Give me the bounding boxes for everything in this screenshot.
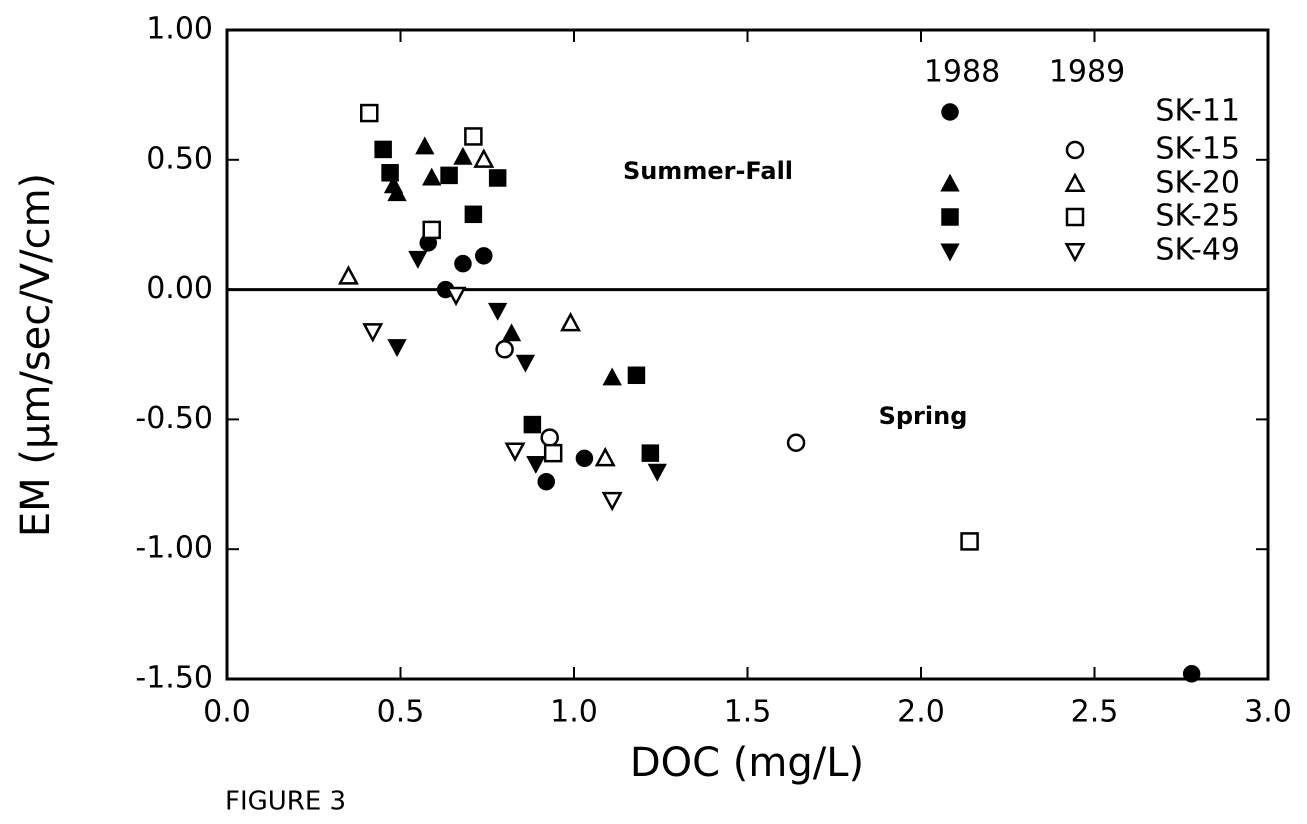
legend-marker	[941, 103, 959, 121]
annotation: Spring	[879, 402, 968, 430]
marker	[374, 140, 392, 159]
marker	[647, 463, 667, 482]
marker	[543, 443, 563, 463]
marker	[960, 532, 979, 551]
marker	[488, 169, 507, 187]
marker	[560, 311, 582, 332]
y-tick-label: 0.00	[146, 271, 213, 306]
y-axis-title: EM (μm/sec/V/cm)	[13, 173, 59, 537]
marker	[464, 205, 483, 224]
marker	[408, 250, 428, 269]
marker	[488, 302, 508, 321]
x-tick-label: 3.0	[1244, 695, 1292, 730]
marker	[473, 148, 495, 168]
x-tick-label: 2.0	[897, 695, 945, 730]
marker	[641, 444, 660, 462]
x-tick-label: 2.5	[1071, 695, 1119, 730]
marker	[464, 127, 483, 146]
x-axis-title: DOC (mg/L)	[630, 740, 864, 786]
y-tick-label: -1.50	[135, 661, 213, 696]
legend-header: 1989	[1049, 55, 1125, 90]
legend-marker	[940, 243, 960, 262]
y-tick-label: -1.00	[135, 531, 213, 566]
marker	[337, 265, 359, 285]
marker	[526, 455, 546, 474]
marker	[360, 103, 379, 123]
marker	[594, 446, 616, 467]
marker	[362, 323, 384, 343]
legend-marker	[940, 173, 960, 192]
marker	[415, 136, 435, 155]
legend-header: 1988	[924, 55, 1000, 90]
marker	[504, 442, 526, 462]
x-tick-label: 0.0	[203, 695, 251, 730]
legend-label: SK-20	[1155, 166, 1240, 201]
marker	[601, 491, 623, 512]
marker	[1182, 665, 1201, 683]
y-tick-label: -0.50	[135, 401, 213, 436]
marker	[537, 472, 555, 491]
legend-marker	[1065, 140, 1085, 160]
marker	[387, 339, 407, 358]
marker	[454, 254, 472, 273]
legend-label: SK-11	[1155, 94, 1240, 129]
legend-label: SK-49	[1155, 233, 1240, 268]
plot-frame	[225, 28, 1270, 681]
marker	[453, 146, 473, 165]
marker	[495, 340, 514, 359]
marker	[602, 367, 622, 386]
figure-caption: FIGURE 3	[225, 787, 346, 817]
y-tick-label: 1.00	[146, 12, 213, 47]
x-tick-label: 1.0	[550, 695, 598, 730]
marker	[540, 428, 559, 447]
x-tick-label: 0.5	[377, 695, 425, 730]
legend-label: SK-15	[1155, 132, 1240, 167]
marker	[627, 366, 646, 385]
marker	[387, 183, 407, 202]
marker	[422, 167, 442, 186]
legend-label: SK-25	[1155, 199, 1240, 234]
legend-marker	[1064, 242, 1086, 263]
marker	[575, 449, 594, 468]
legend-marker	[941, 208, 959, 226]
marker	[786, 433, 806, 453]
y-tick-label: 0.50	[146, 141, 213, 176]
marker	[445, 286, 467, 307]
marker	[475, 247, 493, 265]
marker	[422, 220, 441, 240]
annotation: Summer-Fall	[623, 157, 793, 185]
marker	[523, 415, 542, 434]
marker	[381, 164, 399, 182]
marker	[515, 354, 536, 373]
legend-marker	[1064, 172, 1086, 193]
marker	[440, 166, 458, 185]
marker	[501, 323, 522, 342]
x-tick-label: 1.5	[724, 695, 772, 730]
legend-marker	[1065, 207, 1085, 227]
